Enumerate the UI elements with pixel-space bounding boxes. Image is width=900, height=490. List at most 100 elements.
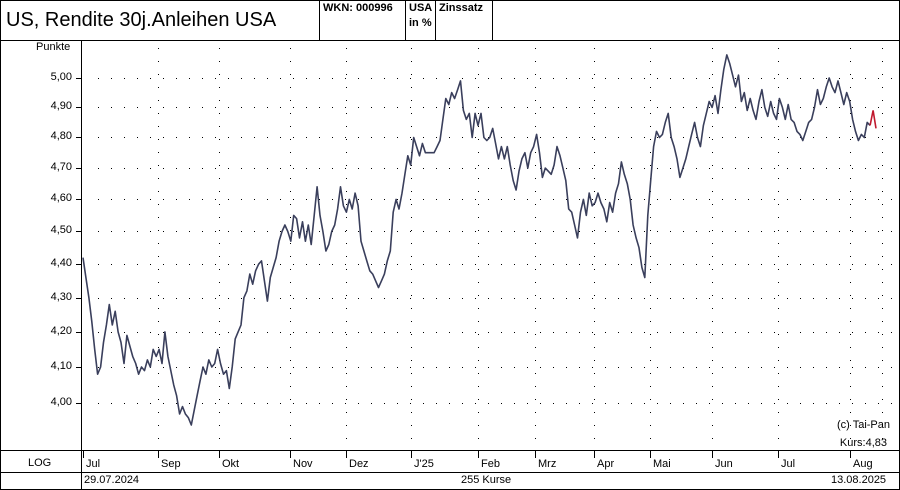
- grid-dot: [158, 243, 159, 244]
- grid-dot: [605, 264, 606, 265]
- grid-dot: [158, 217, 159, 218]
- grid-dot: [202, 332, 203, 333]
- grid-dot: [219, 282, 220, 283]
- grid-dot: [202, 78, 203, 79]
- grid-dot: [293, 403, 294, 404]
- grid-dot: [488, 107, 489, 108]
- grid-dot: [111, 367, 112, 368]
- grid-dot: [111, 332, 112, 333]
- grid-dot: [540, 403, 541, 404]
- grid-dot: [163, 231, 164, 232]
- grid-dot: [215, 367, 216, 368]
- grid-dot: [293, 367, 294, 368]
- y-tick-label: 4,90: [50, 100, 72, 112]
- grid-dot: [462, 403, 463, 404]
- grid-dot: [650, 152, 651, 153]
- grid-dot: [865, 137, 866, 138]
- grid-dot: [709, 367, 710, 368]
- grid-dot: [423, 298, 424, 299]
- grid-dot: [535, 282, 536, 283]
- grid-dot: [696, 168, 697, 169]
- grid-dot: [290, 269, 291, 270]
- grid-dot: [540, 78, 541, 79]
- grid-dot: [540, 199, 541, 200]
- grid-dot: [712, 321, 713, 322]
- grid-dot: [410, 367, 411, 368]
- grid-dot: [709, 332, 710, 333]
- grid-dot: [98, 78, 99, 79]
- grid-dot: [137, 264, 138, 265]
- grid-dot: [594, 321, 595, 322]
- grid-dot: [215, 403, 216, 404]
- grid-dot: [290, 373, 291, 374]
- grid-dot: [158, 204, 159, 205]
- grid-dot: [219, 308, 220, 309]
- grid-dot: [535, 399, 536, 400]
- grid-dot: [449, 231, 450, 232]
- grid-dot: [618, 403, 619, 404]
- grid-dot: [254, 107, 255, 108]
- grid-dot: [215, 78, 216, 79]
- grid-dot: [778, 191, 779, 192]
- grid-dot: [670, 199, 671, 200]
- grid-dot: [346, 425, 347, 426]
- grid-dot: [891, 332, 892, 333]
- grid-dot: [722, 231, 723, 232]
- grid-dot: [384, 231, 385, 232]
- grid-dot: [592, 78, 593, 79]
- grid-dot: [592, 107, 593, 108]
- grid-dot: [345, 403, 346, 404]
- grid-dot: [371, 168, 372, 169]
- grid-dot: [594, 48, 595, 49]
- grid-dot: [535, 126, 536, 127]
- grid-dot: [254, 298, 255, 299]
- grid-dot: [241, 367, 242, 368]
- grid-dot: [397, 107, 398, 108]
- grid-dot: [657, 403, 658, 404]
- grid-dot: [527, 231, 528, 232]
- grid-dot: [150, 107, 151, 108]
- grid-dot: [158, 295, 159, 296]
- grid-dot: [475, 264, 476, 265]
- grid-dot: [290, 386, 291, 387]
- grid-dot: [478, 191, 479, 192]
- x-tick-label: Mai: [653, 458, 671, 470]
- grid-dot: [850, 165, 851, 166]
- grid-dot: [850, 87, 851, 88]
- grid-dot: [219, 165, 220, 166]
- grid-dot: [535, 438, 536, 439]
- grid-dot: [735, 264, 736, 265]
- grid-dot: [882, 204, 883, 205]
- grid-dot: [618, 168, 619, 169]
- grid-dot: [475, 231, 476, 232]
- grid-dot: [882, 321, 883, 322]
- grid-dot: [158, 230, 159, 231]
- grid-dot: [761, 199, 762, 200]
- grid-dot: [535, 152, 536, 153]
- grid-dot: [850, 308, 851, 309]
- grid-dot: [594, 243, 595, 244]
- grid-dot: [241, 298, 242, 299]
- grid-dot: [332, 367, 333, 368]
- grid-dot: [657, 231, 658, 232]
- grid-dot: [657, 332, 658, 333]
- grid-dot: [514, 199, 515, 200]
- grid-dot: [865, 367, 866, 368]
- grid-dot: [712, 347, 713, 348]
- grid-dot: [436, 332, 437, 333]
- grid-dot: [189, 264, 190, 265]
- end-date: 13.08.2025: [831, 474, 887, 486]
- grid-dot: [605, 168, 606, 169]
- grid-dot: [774, 367, 775, 368]
- grid-dot: [712, 204, 713, 205]
- grid-dot: [411, 256, 412, 257]
- y-tick-label: 4,60: [50, 192, 72, 204]
- grid-dot: [850, 48, 851, 49]
- grid-dot: [319, 231, 320, 232]
- grid-dot: [891, 199, 892, 200]
- grid-dot: [158, 191, 159, 192]
- grid-dot: [423, 367, 424, 368]
- grid-dot: [631, 137, 632, 138]
- grid-dot: [735, 107, 736, 108]
